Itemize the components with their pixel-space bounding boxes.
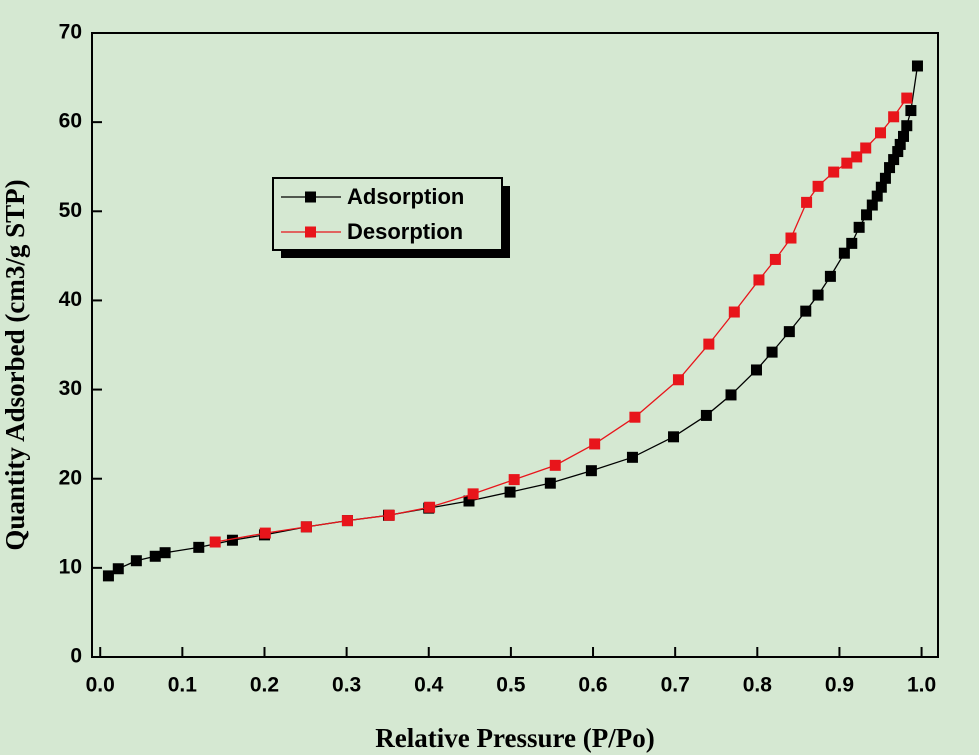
marker xyxy=(879,172,891,184)
marker xyxy=(769,253,781,265)
marker xyxy=(672,374,684,386)
marker xyxy=(871,190,883,202)
x-tick-label: 0.4 xyxy=(414,674,444,697)
marker xyxy=(508,474,520,486)
y-tick-label: 10 xyxy=(59,555,82,578)
marker xyxy=(544,477,556,489)
marker xyxy=(785,232,797,244)
marker xyxy=(866,199,878,211)
marker xyxy=(130,555,142,567)
y-axis-label: Quantity Adsorbed (cm3/g STP) xyxy=(0,179,30,550)
marker xyxy=(901,92,913,104)
y-tick-label: 0 xyxy=(70,645,82,668)
y-tick-label: 20 xyxy=(59,466,82,489)
y-tick-label: 50 xyxy=(59,199,82,222)
marker xyxy=(812,289,824,301)
marker xyxy=(753,274,765,286)
plot-frame xyxy=(91,32,939,658)
marker xyxy=(300,521,312,533)
marker xyxy=(725,389,737,401)
marker xyxy=(875,181,887,193)
x-tick-label: 0.8 xyxy=(743,674,773,697)
marker xyxy=(259,527,271,539)
marker xyxy=(860,142,872,154)
marker xyxy=(875,127,887,139)
marker xyxy=(589,438,601,450)
x-tick-label: 0.7 xyxy=(661,674,690,697)
marker xyxy=(703,338,715,350)
y-tick-label: 30 xyxy=(59,377,82,400)
marker xyxy=(838,247,850,259)
marker xyxy=(853,221,865,233)
marker xyxy=(728,306,740,318)
marker xyxy=(911,60,923,72)
marker xyxy=(424,501,436,513)
marker xyxy=(828,166,840,178)
marker xyxy=(851,151,863,163)
marker xyxy=(888,111,900,123)
x-tick-label: 0.6 xyxy=(578,674,607,697)
marker xyxy=(112,563,124,575)
marker xyxy=(341,515,353,527)
x-tick-label: 0.0 xyxy=(86,674,115,697)
marker xyxy=(861,209,873,221)
marker xyxy=(905,105,917,117)
x-tick-label: 0.1 xyxy=(168,674,198,697)
marker xyxy=(149,550,161,562)
marker xyxy=(629,411,641,423)
marker xyxy=(783,326,795,338)
marker xyxy=(898,130,910,142)
x-tick-label: 0.2 xyxy=(250,674,279,697)
marker xyxy=(700,409,712,421)
marker xyxy=(750,364,762,376)
marker xyxy=(888,154,900,166)
marker xyxy=(884,162,896,174)
x-axis-label: Relative Pressure (P/Po) xyxy=(375,723,654,753)
legend-label: Desorption xyxy=(347,219,463,244)
marker xyxy=(463,495,475,507)
marker xyxy=(383,509,395,521)
marker xyxy=(892,146,904,158)
marker xyxy=(209,536,221,548)
marker xyxy=(766,346,778,358)
legend-label: Adsorption xyxy=(347,184,464,209)
legend-box xyxy=(272,177,503,251)
legend-marker xyxy=(305,226,316,238)
x-tick-label: 0.9 xyxy=(825,674,854,697)
marker xyxy=(894,138,906,150)
marker xyxy=(467,488,479,500)
y-tick-label: 40 xyxy=(59,288,82,311)
marker xyxy=(193,541,205,553)
marker xyxy=(226,534,238,546)
marker xyxy=(102,570,114,582)
x-tick-label: 1.0 xyxy=(907,674,936,697)
marker xyxy=(901,120,913,132)
marker xyxy=(800,305,812,317)
marker xyxy=(801,196,813,208)
legend-marker xyxy=(305,191,316,203)
y-tick-label: 70 xyxy=(59,21,82,44)
y-tick-label: 60 xyxy=(59,110,82,133)
marker xyxy=(504,486,516,498)
marker xyxy=(585,465,597,477)
marker xyxy=(159,547,171,559)
marker xyxy=(549,459,561,471)
marker xyxy=(824,270,836,282)
marker xyxy=(841,157,853,169)
marker xyxy=(846,237,858,249)
marker xyxy=(668,431,680,443)
marker xyxy=(812,180,824,192)
x-tick-label: 0.5 xyxy=(496,674,526,697)
x-tick-label: 0.3 xyxy=(332,674,361,697)
marker xyxy=(626,451,638,463)
